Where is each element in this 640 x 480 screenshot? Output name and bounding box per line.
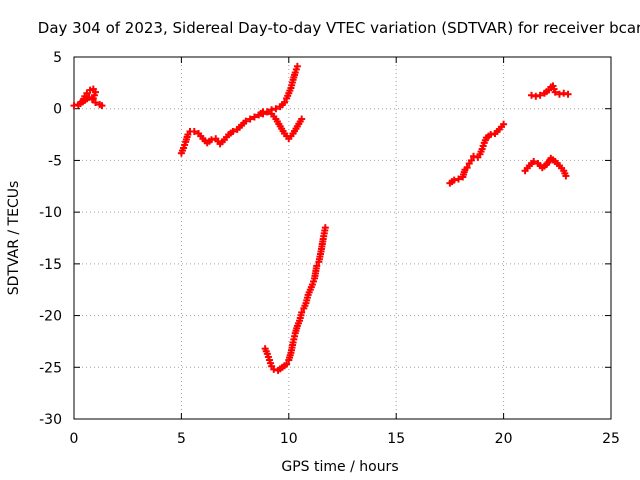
data-point [283, 360, 291, 368]
data-point [551, 88, 559, 96]
chart-title: Day 304 of 2023, Sidereal Day-to-day VTE… [38, 19, 640, 37]
data-point [281, 99, 289, 107]
data-point [487, 131, 495, 139]
data-point [268, 106, 276, 114]
data-point [242, 117, 250, 125]
grid-layer [74, 57, 611, 419]
y-axis-label: SDTVAR / TECUs [6, 181, 22, 296]
data-point [470, 152, 478, 160]
data-point [313, 262, 321, 270]
data-point [450, 176, 458, 184]
data-point [562, 172, 570, 180]
y-tick-label: 0 [53, 102, 62, 118]
data-point [532, 92, 540, 100]
data-point [263, 108, 271, 116]
data-point [564, 90, 572, 98]
data-point [270, 365, 278, 373]
data-point [229, 127, 237, 135]
x-tick-label: 15 [387, 431, 405, 447]
data-point [293, 62, 301, 70]
data-point [555, 90, 563, 98]
data-point [467, 156, 475, 164]
data-point [272, 105, 280, 113]
x-axis-label: GPS time / hours [281, 459, 398, 475]
x-tick-label: 0 [70, 431, 79, 447]
data-point [454, 175, 462, 183]
plot-frame [73, 56, 612, 420]
data-point [530, 157, 538, 165]
data-point [298, 308, 306, 316]
data-point [321, 224, 329, 232]
data-point [536, 91, 544, 99]
data-point [98, 102, 106, 110]
data-point [298, 115, 306, 123]
data-point [246, 115, 254, 123]
data-point [500, 120, 508, 128]
ticks-layer: 0 5 10 15 20 25 -30 -25 -20 -15 -10 -5 0 5 [39, 50, 620, 447]
data-point [259, 110, 267, 118]
x-tick-label: 25 [602, 431, 620, 447]
x-tick-label: 20 [495, 431, 513, 447]
data-point [250, 113, 258, 121]
y-tick-label: -15 [39, 257, 62, 273]
data-point [463, 164, 471, 172]
data-point [70, 102, 78, 110]
data-point [528, 91, 536, 99]
data-point [88, 95, 96, 103]
data-point [89, 94, 97, 102]
x-tick-label: 5 [177, 431, 186, 447]
y-tick-label: -10 [39, 205, 62, 221]
y-tick-label: -30 [39, 412, 62, 428]
y-tick-label: -25 [39, 360, 62, 376]
y-tick-label: 5 [53, 50, 62, 66]
data-point [207, 136, 215, 144]
data-point [560, 89, 568, 97]
x-tick-label: 10 [280, 431, 298, 447]
y-tick-label: -20 [39, 309, 62, 325]
y-tick-label: -5 [48, 153, 62, 169]
points-layer [70, 62, 572, 374]
data-point [190, 127, 198, 135]
